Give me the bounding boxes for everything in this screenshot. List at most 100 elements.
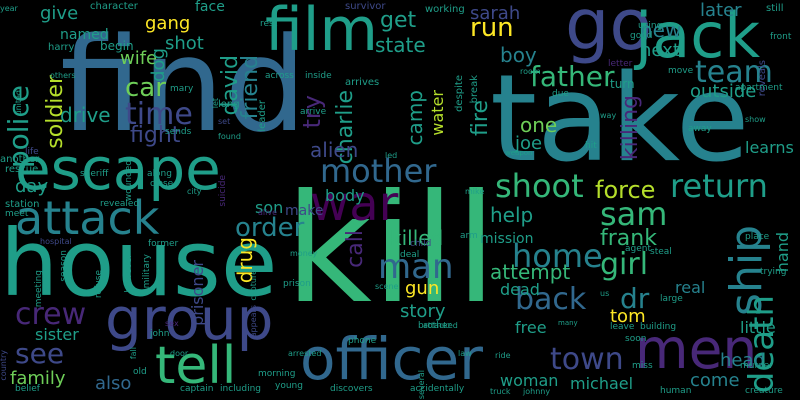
word-way: way xyxy=(600,111,617,120)
word-mike: mike xyxy=(465,187,485,196)
word-make: make xyxy=(285,203,324,219)
word-john: john xyxy=(150,329,170,339)
word-shot: shot xyxy=(165,33,204,54)
word-large: large xyxy=(660,294,683,304)
word-money: money xyxy=(290,249,318,258)
word-later: later xyxy=(700,0,742,21)
word-mary: mary xyxy=(170,84,194,94)
word-away: away xyxy=(688,124,712,134)
word-soon: soon xyxy=(625,334,647,344)
word-get: get xyxy=(380,8,417,33)
word-team: team xyxy=(695,55,773,90)
word-jack: jack xyxy=(635,0,761,72)
word-man: man xyxy=(378,247,454,287)
word-call: call xyxy=(343,230,368,268)
word-sam: sam xyxy=(600,195,668,233)
word-trying: trying xyxy=(760,267,787,277)
word-begin: begin xyxy=(100,39,134,53)
word-let: let xyxy=(211,98,220,109)
word-door: door xyxy=(170,349,189,358)
word-revealed: revealed xyxy=(100,199,140,209)
word-back: back xyxy=(515,282,587,317)
word-sister: sister xyxy=(35,325,79,344)
word-wife: wife xyxy=(120,48,158,69)
word-accidentally: accidentally xyxy=(410,384,465,394)
word-joe: joe xyxy=(515,133,543,154)
word-building: building xyxy=(640,322,677,332)
word-prisoner: prisoner xyxy=(188,260,207,326)
word-father: father xyxy=(530,60,615,93)
word-weapon: weapon xyxy=(505,149,533,157)
word-show: show xyxy=(745,115,766,124)
word-face: face xyxy=(195,0,225,15)
word-one: one xyxy=(520,113,558,137)
word-ride: ride xyxy=(495,351,511,360)
word-deal: deal xyxy=(400,250,420,260)
word-miss: miss xyxy=(632,361,653,371)
word-child: child xyxy=(410,239,432,249)
word-also: also xyxy=(95,373,132,394)
word-room: room xyxy=(520,67,541,76)
word-life: life xyxy=(25,147,39,157)
word-tom: tom xyxy=(610,306,646,327)
word-still: still xyxy=(766,3,784,14)
word-sex: sex xyxy=(165,319,179,328)
word-appears: appears xyxy=(249,305,258,338)
word-truck: truck xyxy=(490,387,511,396)
word-season: season xyxy=(59,250,69,282)
word-force: force xyxy=(595,176,656,204)
word-water: water xyxy=(428,90,447,136)
word-arrive: arrive xyxy=(300,107,327,117)
word-along: along xyxy=(147,169,172,179)
word-hospital: hospital xyxy=(40,237,72,246)
word-former: former xyxy=(148,239,179,249)
word-woman: woman xyxy=(500,371,559,390)
word-despite: despite xyxy=(454,75,465,112)
word-suicide: suicide xyxy=(218,175,228,207)
word-come: come xyxy=(690,370,740,391)
word-found: found xyxy=(218,132,241,141)
word-belief: belief xyxy=(15,384,40,394)
word-steal: steal xyxy=(650,247,672,257)
word-girl: girl xyxy=(600,247,649,282)
word-free: free xyxy=(515,318,547,337)
word-learns: learns xyxy=(745,138,794,157)
word-head: head xyxy=(720,350,765,371)
word-fire: fire xyxy=(468,100,493,136)
word-escape: escape xyxy=(15,135,221,203)
word-arrested: arrested xyxy=(288,349,322,358)
word-next: next xyxy=(640,40,680,61)
word-boy: boy xyxy=(500,43,537,67)
word-kill: kill xyxy=(285,163,497,337)
word-military: military xyxy=(142,254,152,289)
word-home: home xyxy=(512,237,603,275)
word-captain: captain xyxy=(180,384,214,394)
word-harry: harry xyxy=(48,42,75,53)
word-mission: mission xyxy=(480,231,534,247)
word-working: working xyxy=(425,4,465,15)
word-rescue: rescue xyxy=(5,164,39,175)
word-son: son xyxy=(255,198,284,217)
word-morning: morning xyxy=(258,369,296,379)
word-sends: sends xyxy=(165,127,192,137)
word-sarah: sarah xyxy=(470,3,521,24)
word-named: named xyxy=(60,27,109,43)
word-killing: killing xyxy=(618,95,643,161)
word-scene: scene xyxy=(375,282,399,291)
word-town: town xyxy=(550,342,624,377)
word-body: body xyxy=(325,186,365,205)
word-house: house xyxy=(0,210,278,317)
word-good: good xyxy=(630,31,653,41)
word-attack: attack xyxy=(15,191,160,245)
word-time: time xyxy=(125,97,193,132)
word-another: another xyxy=(0,154,40,165)
word-creature: creature xyxy=(745,386,783,396)
word-real: real xyxy=(675,278,706,297)
word-apartment: apartment xyxy=(735,83,783,93)
word-drive: drive xyxy=(60,103,111,127)
word-young: young xyxy=(275,381,303,391)
word-human: human xyxy=(660,386,692,396)
word-letter: letter xyxy=(608,59,633,69)
word-however: however xyxy=(124,254,134,293)
word-wounded: wounded xyxy=(124,160,134,202)
